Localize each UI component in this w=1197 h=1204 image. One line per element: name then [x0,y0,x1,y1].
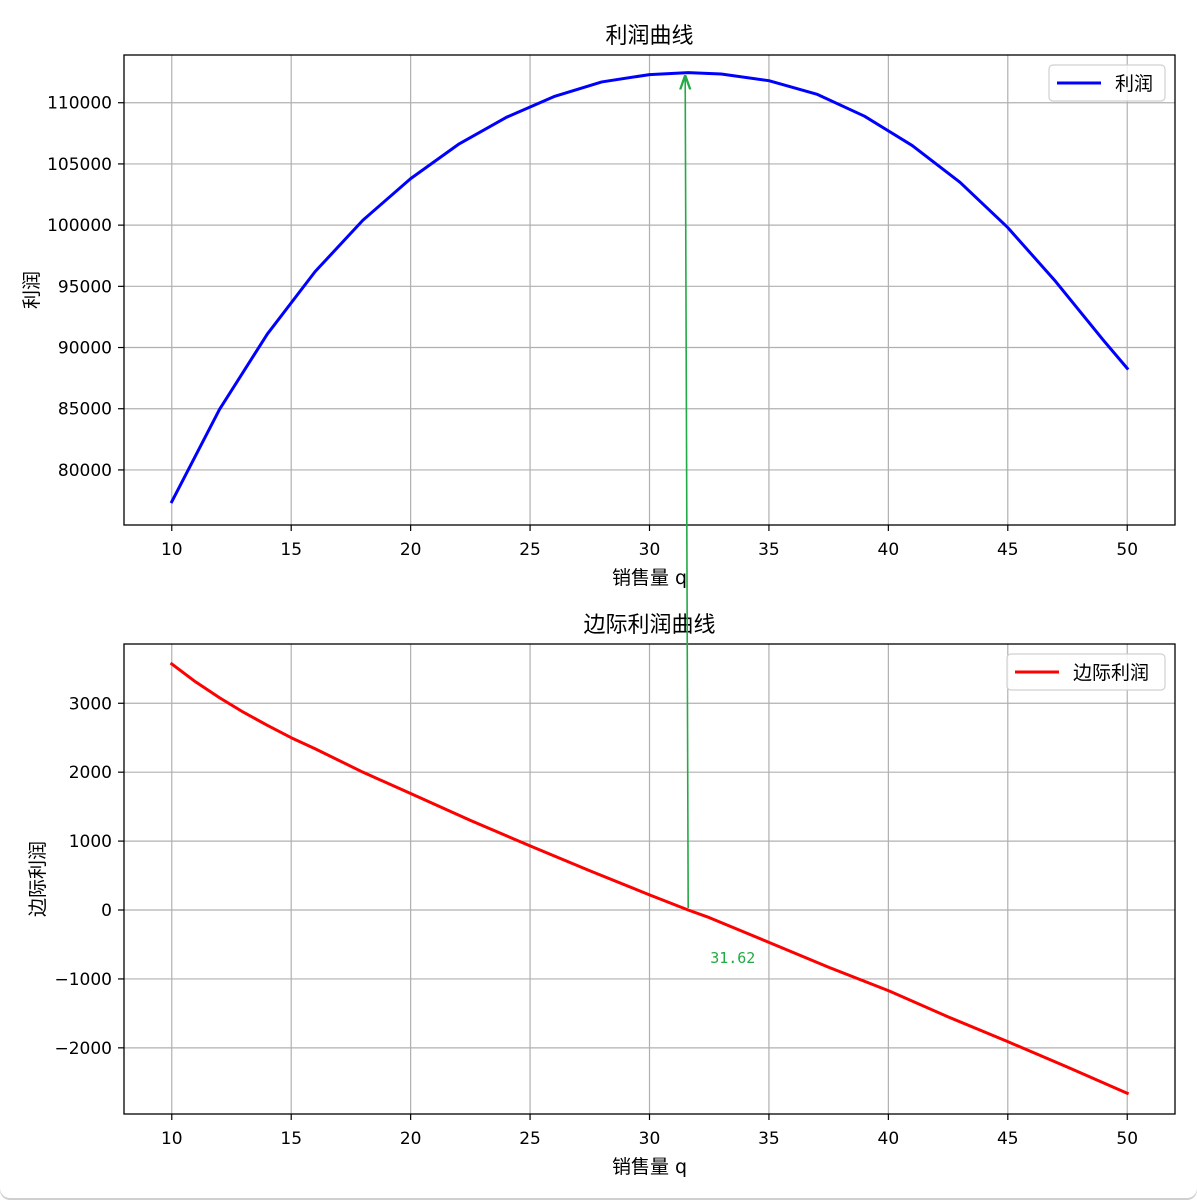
marginal-xtick-label: 30 [639,1129,661,1149]
marginal-legend: 边际利润 [1006,653,1166,691]
profit-ytick-label: 95000 [58,277,112,297]
profit-ytick-label: 80000 [58,461,112,481]
annotation-arrow [685,77,688,909]
profit-xtick-label: 40 [878,540,900,560]
marginal-ytick-label: 1000 [69,832,112,852]
marginal-legend-label: 边际利润 [1073,662,1149,684]
marginal-xtick-label: 40 [878,1129,900,1149]
profit-xtick-label: 30 [639,540,661,560]
profit-xtick-label: 45 [997,540,1019,560]
profit-chart-title: 利润曲线 [605,24,693,49]
profit-ytick-label: 105000 [47,155,112,175]
marginal-ytick-label: −1000 [54,970,112,990]
marginal-chart: 10 15 20 25 30 35 40 45 50 −2000 −1000 0 1000 2000 300… [27,613,1176,1178]
marginal-xtick-label: 15 [280,1129,302,1149]
marginal-xtick-label: 25 [519,1129,541,1149]
marginal-x-axis-label: 销售量 q [612,1156,687,1178]
marginal-y-axis-label: 边际利润 [27,841,49,917]
marginal-xtick-label: 10 [161,1129,183,1149]
profit-xtick-label: 20 [400,540,422,560]
marginal-legend-box [1006,653,1166,691]
profit-y-axis-label: 利润 [21,271,43,309]
marginal-xtick-label: 20 [400,1129,422,1149]
marginal-ytick-label: −2000 [54,1039,112,1059]
marginal-xtick-label: 45 [997,1129,1019,1149]
profit-xtick-label: 25 [519,540,541,560]
profit-xtick-label: 15 [280,540,302,560]
marginal-chart-title: 边际利润曲线 [583,613,715,638]
profit-chart: 10 15 20 25 30 35 40 45 50 80000 85000 90000 95000 10… [21,24,1176,589]
profit-ytick-label: 85000 [58,400,112,420]
profit-legend-label: 利润 [1115,73,1153,95]
marginal-xtick-label: 35 [758,1129,780,1149]
profit-axes-frame [123,54,1176,526]
profit-series-line [169,71,1130,504]
profit-xtick-label: 10 [161,540,183,560]
marginal-axes-frame [123,643,1176,1115]
profit-ytick-label: 110000 [47,94,112,114]
profit-ytick-label: 90000 [58,339,112,359]
profit-ytick-label: 100000 [47,216,112,236]
annotation-label: 31.62 [710,949,755,967]
marginal-ytick-label: 2000 [69,763,112,783]
profit-legend-box [1048,64,1166,102]
profit-xtick-label: 35 [758,540,780,560]
marginal-ytick-label: 3000 [69,694,112,714]
profit-xtick-label: 50 [1116,540,1138,560]
marginal-ytick-label: 0 [101,901,112,921]
marginal-xtick-label: 50 [1116,1129,1138,1149]
marginal-series-line [169,661,1130,1096]
profit-legend: 利润 [1048,64,1166,102]
profit-x-axis-label: 销售量 q [612,567,687,589]
